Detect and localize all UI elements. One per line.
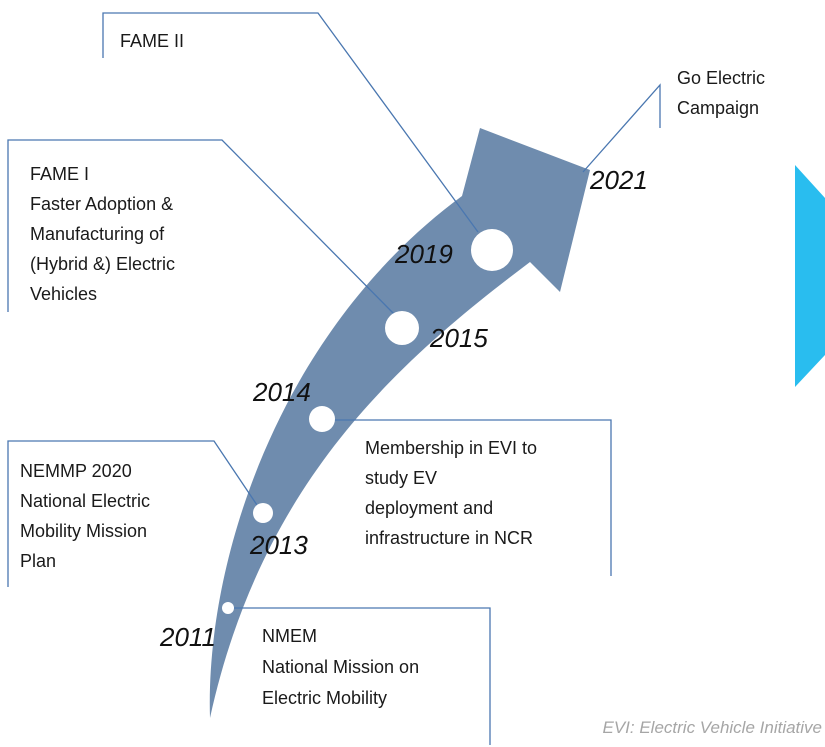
callout-line <box>7 440 258 587</box>
milestone-text: FAME I <box>30 164 89 184</box>
callout-line <box>234 607 491 745</box>
milestone-text: Membership in EVI to <box>365 438 537 458</box>
milestone-text: Faster Adoption & <box>30 194 173 214</box>
milestone-text: National Mission on <box>262 657 419 677</box>
side-shape <box>795 165 825 387</box>
milestone-dots <box>222 229 513 614</box>
milestone-text: Mobility Mission <box>20 521 147 541</box>
timeline-arrow <box>209 128 590 718</box>
dot <box>471 229 513 271</box>
milestone-text: Vehicles <box>30 284 97 304</box>
milestone-text: infrastructure in NCR <box>365 528 533 548</box>
dot <box>253 503 273 523</box>
footnote: EVI: Electric Vehicle Initiative <box>602 718 822 737</box>
year-label: 2015 <box>429 323 488 353</box>
milestone-text: NMEM <box>262 626 317 646</box>
milestone-text: National Electric <box>20 491 150 511</box>
milestone-text: FAME II <box>120 31 184 51</box>
milestone-text: NEMMP 2020 <box>20 461 132 481</box>
year-label: 2011 <box>159 622 216 652</box>
milestone-text: Plan <box>20 551 56 571</box>
year-label: 2013 <box>249 530 308 560</box>
year-label: 2019 <box>394 239 453 269</box>
callouts <box>7 12 661 745</box>
year-label: 2014 <box>252 377 311 407</box>
callout-line <box>102 12 479 233</box>
milestone-text: (Hybrid &) Electric <box>30 254 175 274</box>
callout-line <box>330 419 612 576</box>
callout-line <box>582 83 661 173</box>
milestone-text: Go Electric <box>677 68 765 88</box>
milestone-text: Electric Mobility <box>262 688 387 708</box>
callout-line <box>7 139 396 316</box>
milestone-text: deployment and <box>365 498 493 518</box>
milestone-text: study EV <box>365 468 437 488</box>
milestone-text: Manufacturing of <box>30 224 165 244</box>
milestone-text: Campaign <box>677 98 759 118</box>
year-label: 2021 <box>589 165 648 195</box>
dot <box>309 406 335 432</box>
dot <box>222 602 234 614</box>
dot <box>385 311 419 345</box>
